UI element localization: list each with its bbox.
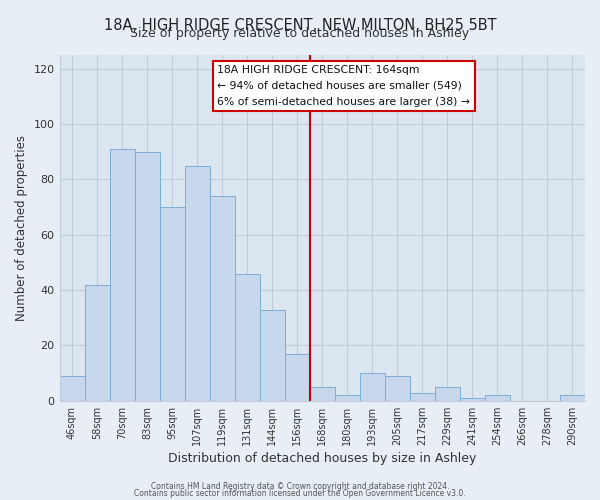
Bar bbox=[335, 396, 360, 401]
Bar bbox=[260, 310, 285, 401]
Bar bbox=[160, 207, 185, 401]
Bar bbox=[360, 373, 385, 401]
Text: 18A, HIGH RIDGE CRESCENT, NEW MILTON, BH25 5BT: 18A, HIGH RIDGE CRESCENT, NEW MILTON, BH… bbox=[104, 18, 496, 32]
Text: Contains public sector information licensed under the Open Government Licence v3: Contains public sector information licen… bbox=[134, 489, 466, 498]
Y-axis label: Number of detached properties: Number of detached properties bbox=[15, 135, 28, 321]
Bar bbox=[110, 149, 134, 401]
Text: 18A HIGH RIDGE CRESCENT: 164sqm
← 94% of detached houses are smaller (549)
6% of: 18A HIGH RIDGE CRESCENT: 164sqm ← 94% of… bbox=[217, 66, 470, 106]
Bar bbox=[209, 196, 235, 401]
Bar bbox=[485, 396, 510, 401]
Bar bbox=[560, 396, 585, 401]
Bar bbox=[385, 376, 410, 401]
Bar bbox=[460, 398, 485, 401]
Bar bbox=[410, 392, 435, 401]
Bar bbox=[85, 284, 110, 401]
Bar bbox=[285, 354, 310, 401]
Bar bbox=[185, 166, 209, 401]
Bar bbox=[435, 387, 460, 401]
Text: Contains HM Land Registry data © Crown copyright and database right 2024.: Contains HM Land Registry data © Crown c… bbox=[151, 482, 449, 491]
Text: Size of property relative to detached houses in Ashley: Size of property relative to detached ho… bbox=[130, 28, 470, 40]
Bar bbox=[310, 387, 335, 401]
Bar bbox=[134, 152, 160, 401]
Bar bbox=[235, 274, 260, 401]
X-axis label: Distribution of detached houses by size in Ashley: Distribution of detached houses by size … bbox=[168, 452, 476, 465]
Bar bbox=[59, 376, 85, 401]
